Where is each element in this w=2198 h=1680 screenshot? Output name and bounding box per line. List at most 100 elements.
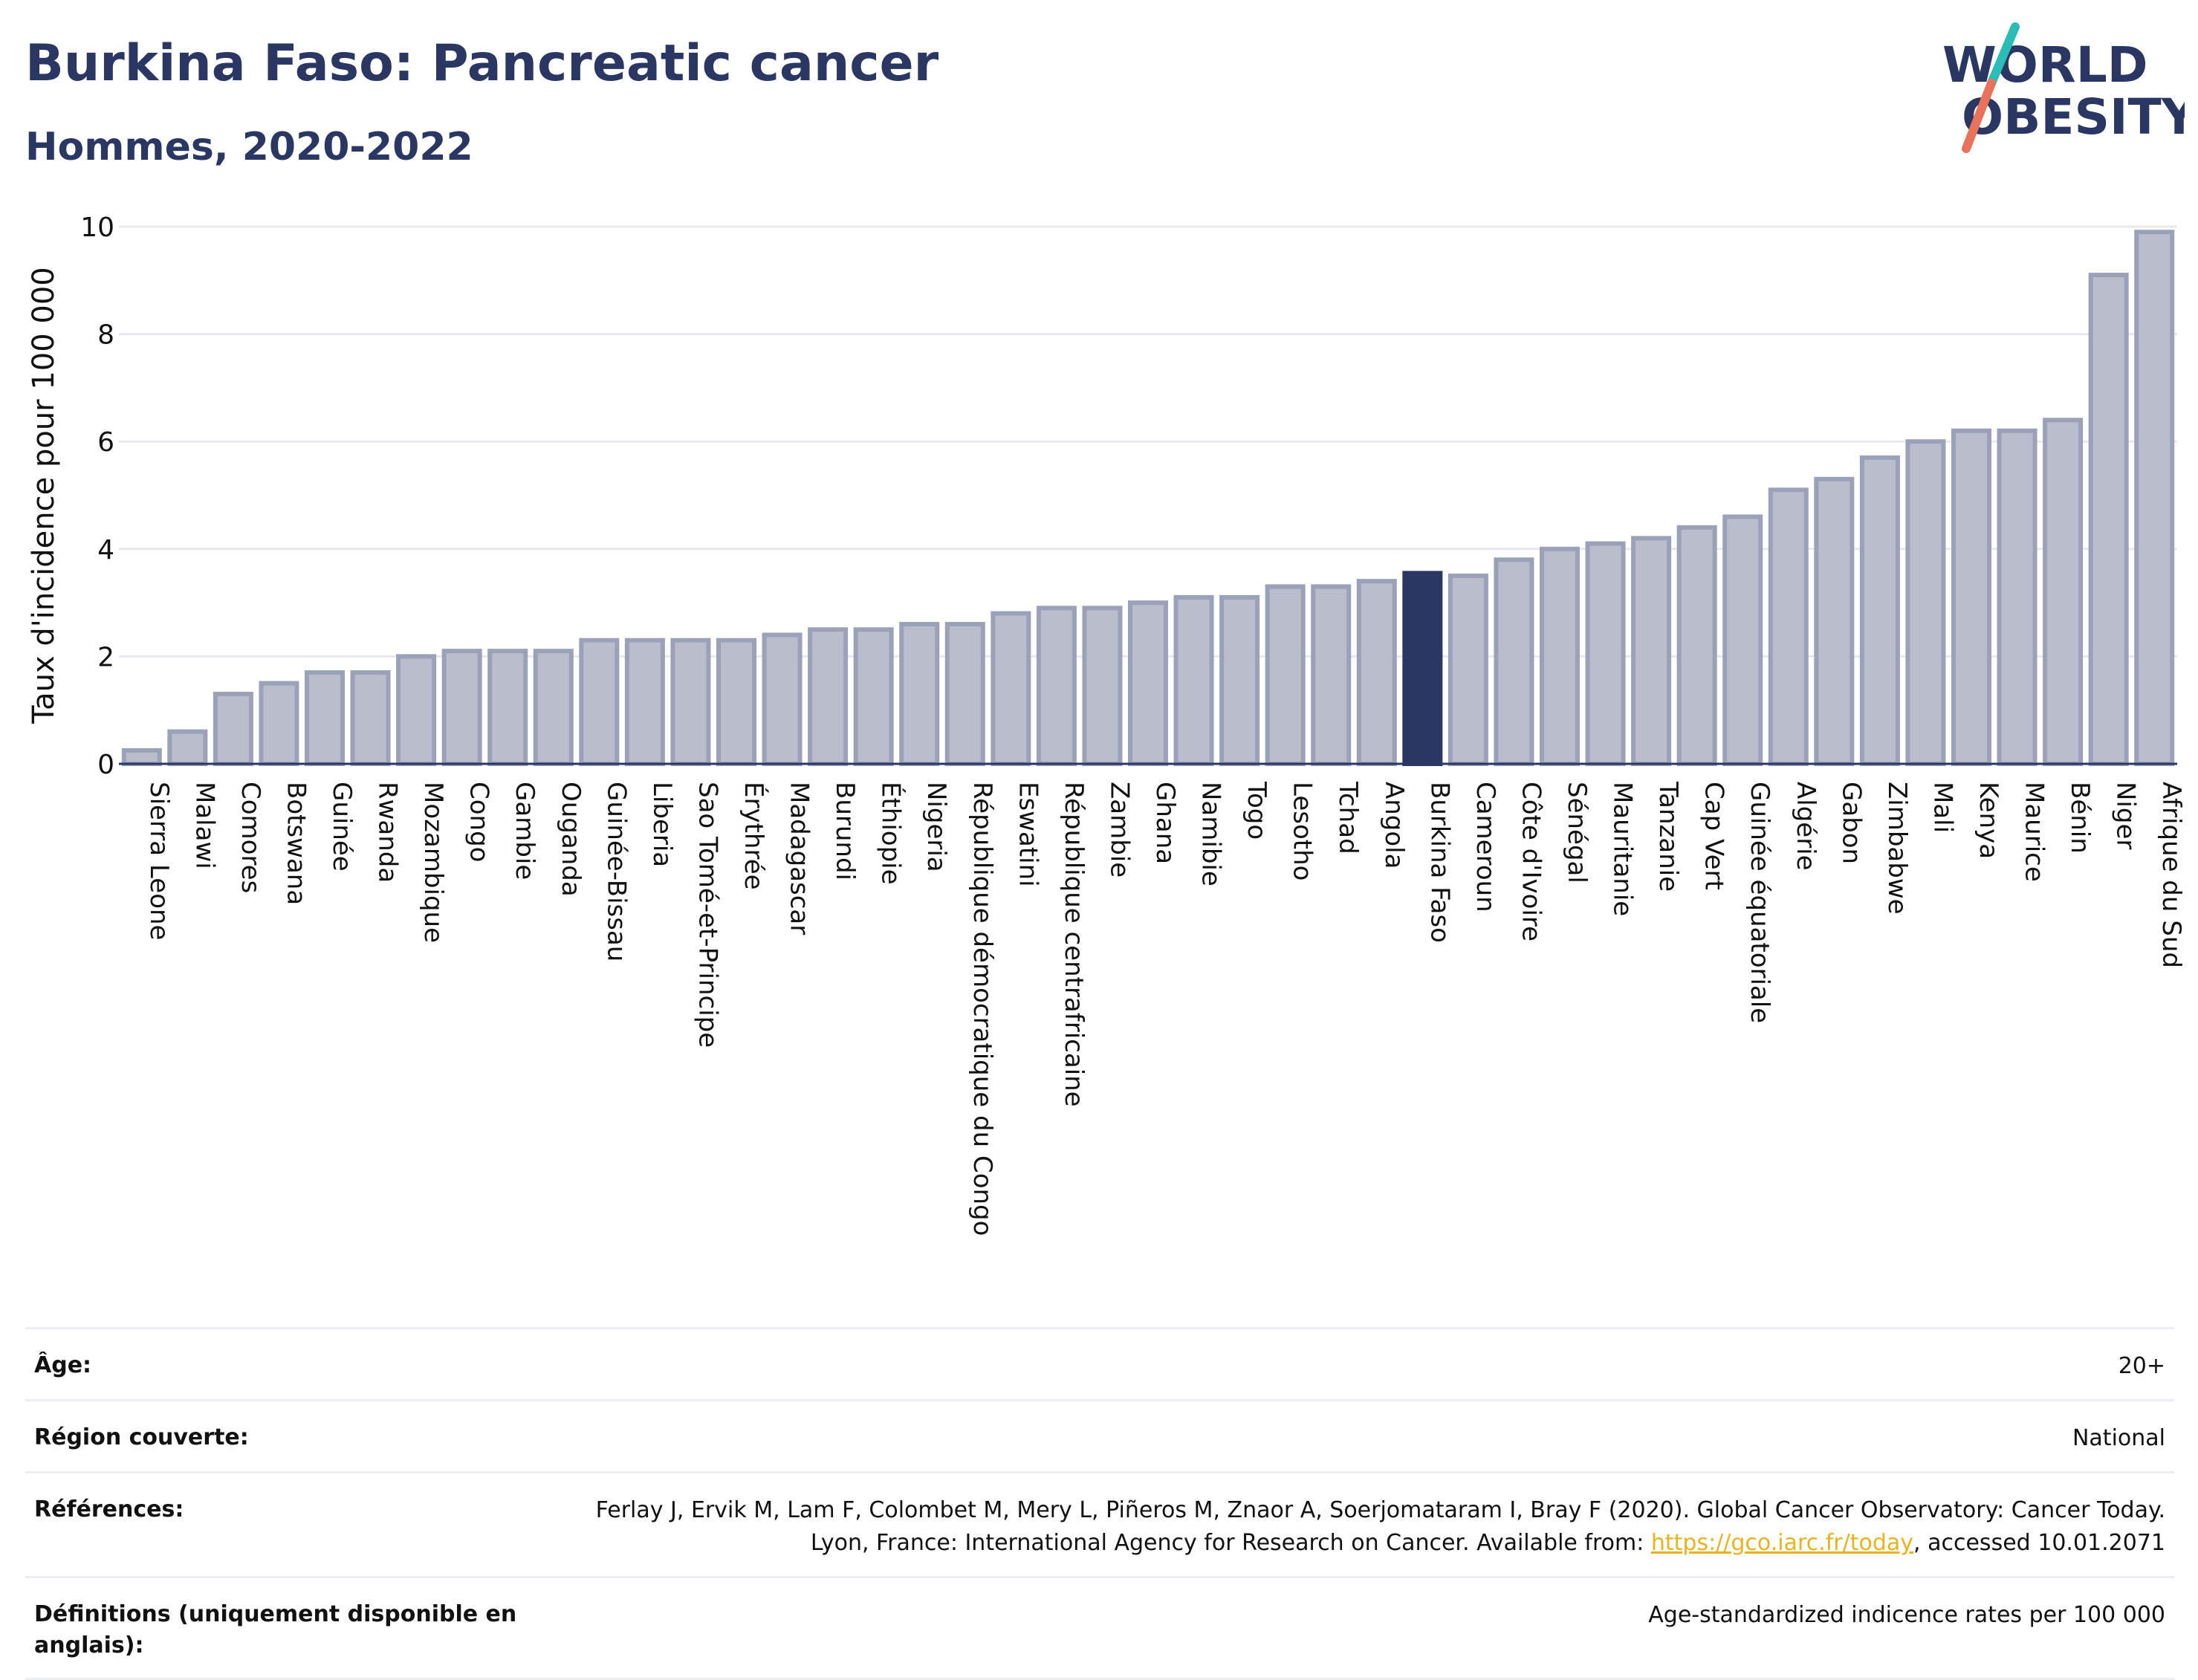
bar <box>441 649 482 766</box>
references-text: Ferlay J, Ervik M, Lam F, Colombet M, Me… <box>595 1497 2165 1556</box>
x-tick-label: Rwanda <box>373 782 403 883</box>
bar-highlight <box>1402 571 1443 767</box>
references-value: Ferlay J, Ervik M, Lam F, Colombet M, Me… <box>568 1494 2165 1560</box>
bar <box>1859 455 1900 766</box>
page-subtitle: Hommes, 2020-2022 <box>25 125 473 169</box>
x-tick-label: Sao Tomé-et-Principe <box>693 782 722 1048</box>
x-tick-labels: Sierra Leone Malawi Comores Botswana Guinée R… <box>144 781 2186 1236</box>
references-accessed: , accessed 10.01.2071 <box>1913 1530 2165 1556</box>
bar <box>579 638 620 767</box>
x-tick-label: Namibie <box>1196 782 1226 886</box>
info-row-references: Références: Ferlay J, Ervik M, Lam F, Co… <box>25 1471 2174 1576</box>
x-tick-label: Mauritanie <box>1608 782 1638 916</box>
bar <box>1219 594 1260 766</box>
bar <box>1127 600 1169 766</box>
x-tick-label: Guinée équatoriale <box>1745 782 1774 1023</box>
x-tick-label: Ouganda <box>556 782 586 897</box>
definitions-value: Age-standardized indicence rates per 100… <box>1648 1602 2165 1628</box>
bar <box>1676 525 1717 766</box>
x-tick-label: Algérie <box>1791 782 1821 871</box>
x-tick-label: République démocratique du Congo <box>967 782 997 1236</box>
x-tick-label: Érythrée <box>739 782 769 890</box>
bars <box>121 230 2175 767</box>
y-tick-labels: 0 2 4 6 8 10 <box>80 213 114 780</box>
bar <box>213 692 253 767</box>
y-tick-label: 0 <box>97 750 114 780</box>
x-tick-label: Malawi <box>189 782 219 869</box>
x-tick-label: Zimbabwe <box>1882 782 1912 915</box>
bar <box>853 627 894 766</box>
x-tick-label: Lesotho <box>1288 782 1317 880</box>
logo-line-2: OBESITY <box>1962 88 2185 146</box>
bar <box>1722 514 1763 766</box>
bar <box>1585 541 1626 766</box>
x-tick-label: Tanzanie <box>1653 781 1683 892</box>
x-tick-label: Tchad <box>1333 781 1363 854</box>
bar <box>716 638 757 767</box>
x-tick-label: Angola <box>1379 782 1409 869</box>
bar <box>1997 428 2037 766</box>
bar <box>899 622 940 767</box>
bar <box>1447 573 1488 767</box>
info-row-age: Âge: 20+ <box>25 1327 2174 1399</box>
bar <box>762 632 803 766</box>
y-tick-label: 6 <box>97 427 114 458</box>
bar <box>1768 487 1809 767</box>
bar <box>2088 273 2129 766</box>
x-tick-label: Niger <box>2111 782 2141 849</box>
bar <box>670 638 711 767</box>
bar <box>624 638 665 767</box>
bar <box>396 654 437 767</box>
bar <box>1082 606 1123 767</box>
region-label: Région couverte: <box>34 1424 249 1450</box>
x-tick-label: Gabon <box>1836 782 1866 864</box>
bar <box>167 729 208 766</box>
y-tick-label: 8 <box>97 320 114 351</box>
x-tick-label: Burkina Faso <box>1424 782 1454 943</box>
x-tick-label: Sierra Leone <box>144 782 174 940</box>
references-link[interactable]: https://gco.iarc.fr/today <box>1650 1530 1914 1556</box>
logo-slash-teal <box>1987 22 2020 88</box>
y-tick-label: 2 <box>97 642 114 672</box>
x-tick-label: Burundi <box>830 782 860 880</box>
age-value: 20+ <box>2118 1353 2165 1379</box>
y-tick-label: 4 <box>97 535 114 565</box>
bar <box>2043 418 2084 767</box>
x-tick-label: Guinée-Bissau <box>601 782 631 961</box>
references-label: Références: <box>34 1496 184 1522</box>
x-tick-label: Éthiopie <box>876 782 907 885</box>
x-tick-label: Afrique du Sud <box>2156 782 2186 968</box>
bar <box>350 670 391 767</box>
x-tick-label: Bénin <box>2065 782 2095 854</box>
bar <box>1265 584 1306 766</box>
bar <box>1356 579 1397 766</box>
definitions-label: Définitions (uniquement disponible en an… <box>34 1601 517 1658</box>
bar <box>1311 584 1352 766</box>
x-tick-label: Togo <box>1242 781 1271 840</box>
info-row-region: Région couverte: National <box>25 1399 2174 1471</box>
x-tick-label: Gambie <box>510 782 539 880</box>
x-tick-label: Zambie <box>1104 782 1134 878</box>
page-title: Burkina Faso: Pancreatic cancer <box>25 34 939 93</box>
bar <box>808 627 849 766</box>
bar <box>1631 536 1672 767</box>
bar <box>1173 594 1214 766</box>
x-tick-label: Eswatini <box>1013 782 1043 887</box>
x-tick-label: Madagascar <box>785 782 814 935</box>
x-tick-label: Cap Vert <box>1699 782 1729 890</box>
y-tick-label: 10 <box>80 213 114 243</box>
bar <box>304 670 346 767</box>
x-tick-label: Mozambique <box>418 782 448 943</box>
bar <box>1036 606 1077 767</box>
bar <box>944 622 985 767</box>
bar <box>487 649 528 766</box>
x-tick-label: Kenya <box>1974 782 2003 859</box>
info-row-definitions: Définitions (uniquement disponible en an… <box>25 1576 2174 1680</box>
x-tick-label: Botswana <box>281 782 311 905</box>
bar <box>1494 557 1534 766</box>
age-label: Âge: <box>34 1352 92 1378</box>
x-tick-label: Liberia <box>647 782 677 867</box>
x-tick-label: Côte d'Ivoire <box>1516 782 1546 941</box>
bar <box>121 747 162 766</box>
bar <box>1814 476 1855 766</box>
